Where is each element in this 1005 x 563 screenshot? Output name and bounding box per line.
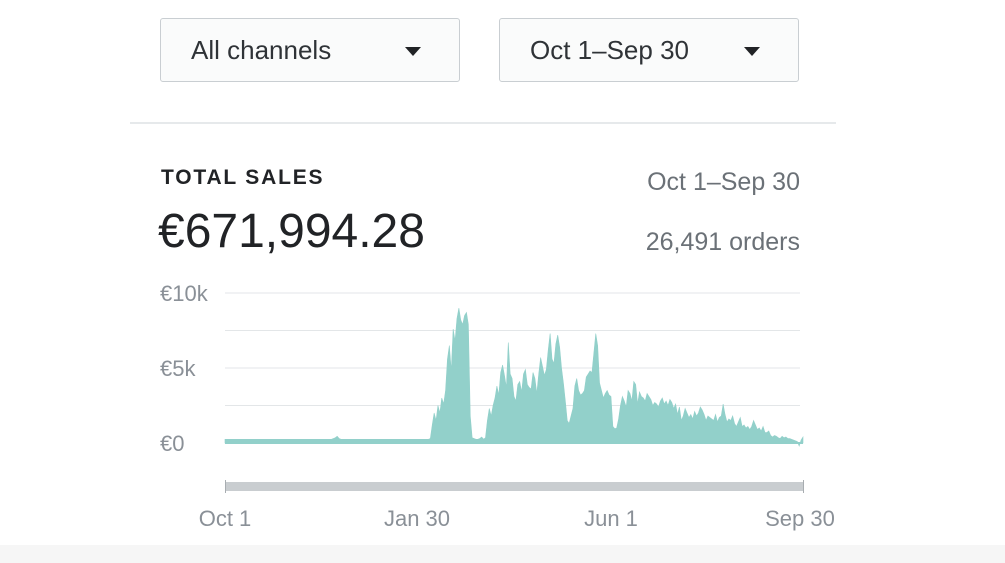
caret-down-icon [744, 47, 760, 56]
footer-strip [0, 545, 1005, 563]
orders-count: 26,491 orders [645, 228, 800, 256]
date-range-label: Oct 1–Sep 30 [530, 34, 689, 65]
y-tick-label: €0 [160, 431, 184, 456]
x-tick-label: Sep 30 [765, 506, 835, 531]
y-tick-label: €10k [160, 281, 209, 306]
range-scrollbar [225, 482, 804, 491]
total-sales-value: €671,994.28 [158, 205, 425, 258]
section-divider [130, 122, 836, 124]
caret-down-icon [405, 47, 421, 56]
x-tick-label: Jan 30 [384, 506, 450, 531]
x-tick-label: Jun 1 [584, 506, 638, 531]
x-tick-label: Oct 1 [199, 506, 252, 531]
sales-chart: €10k €5k €0 Oct 1 Jan 30 Jun 1 Sep 30 [160, 281, 835, 531]
y-tick-label: €5k [160, 356, 196, 381]
sales-area-series [224, 307, 804, 447]
channel-filter-dropdown[interactable]: All channels [160, 18, 460, 82]
card-title: TOTAL SALES [161, 166, 325, 189]
date-range-dropdown[interactable]: Oct 1–Sep 30 [499, 18, 799, 82]
card-date-range: Oct 1–Sep 30 [647, 168, 800, 196]
channel-filter-label: All channels [191, 34, 332, 65]
